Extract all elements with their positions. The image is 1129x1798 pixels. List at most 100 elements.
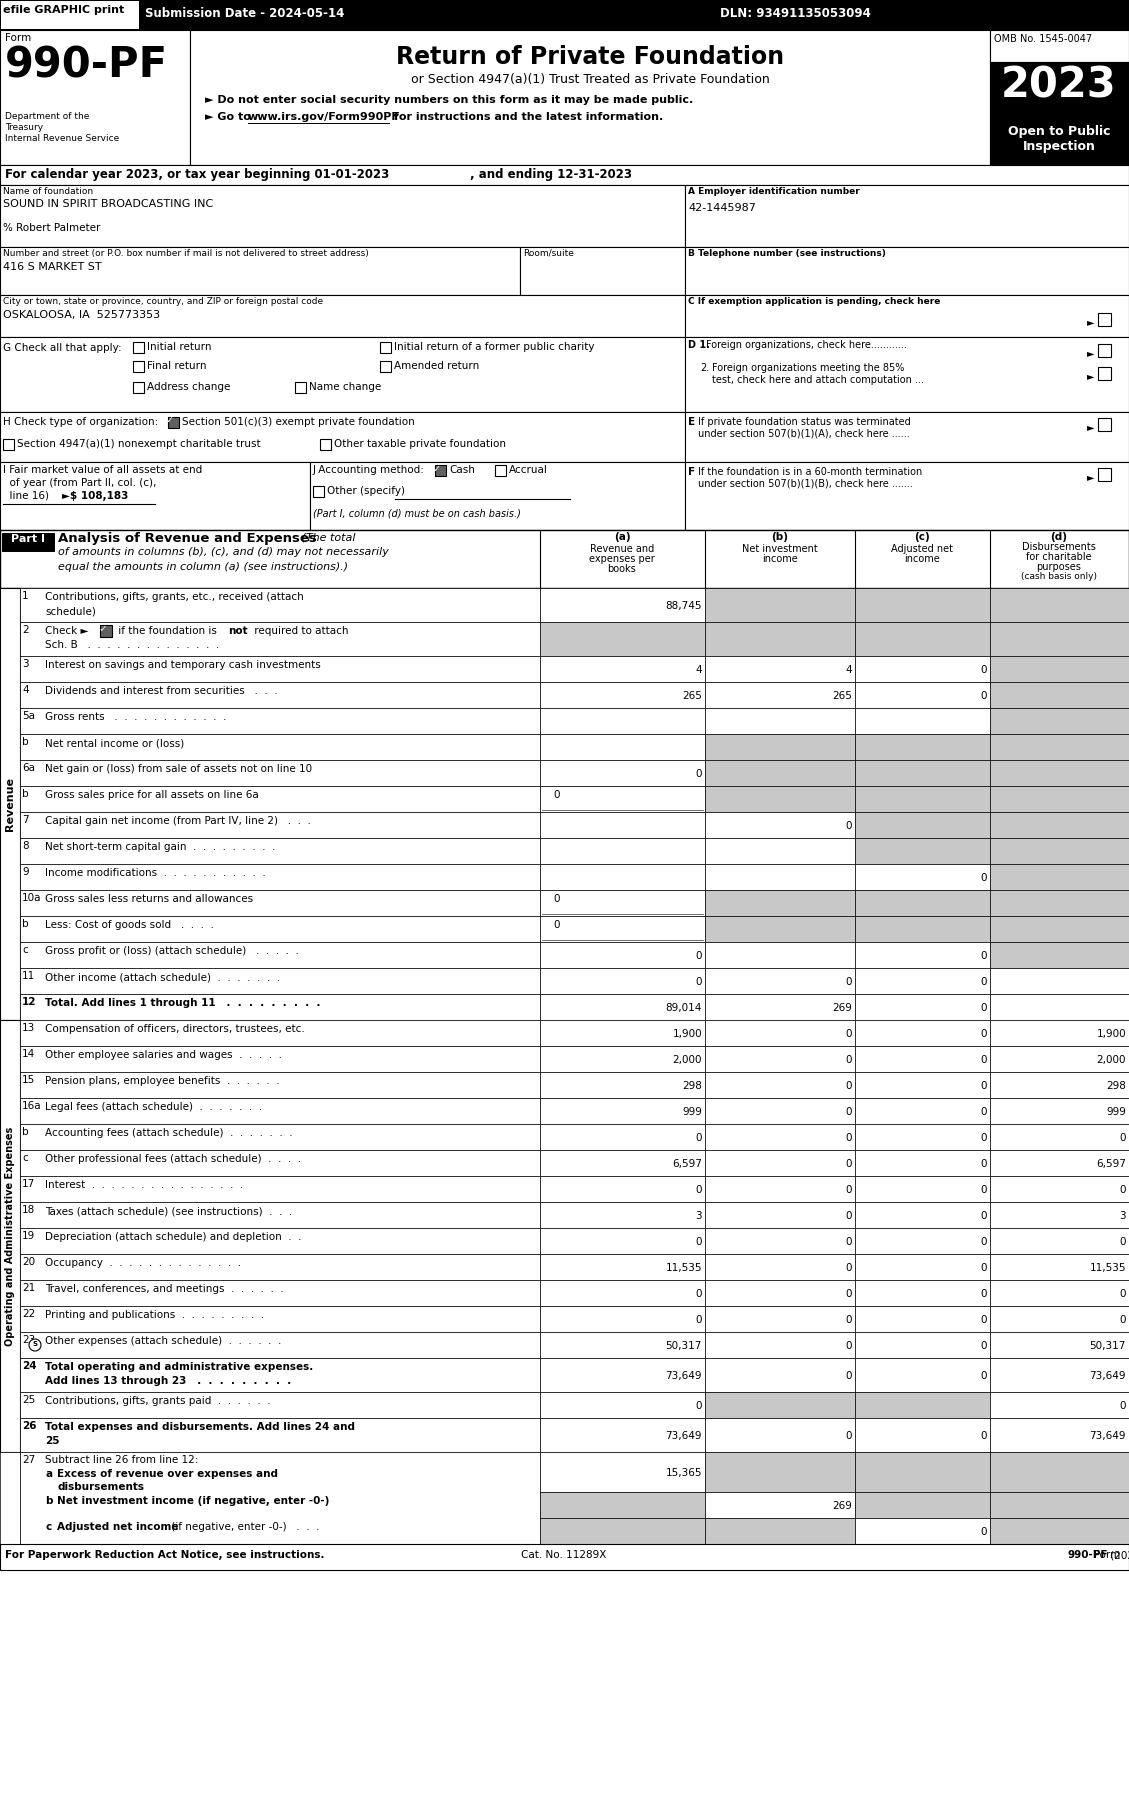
Bar — [0, 246, 520, 295]
Text: Interest  .  .  .  .  .  .  .  .  .  .  .  .  .  .  .  .: Interest . . . . . . . . . . . . . . . . — [45, 1179, 243, 1190]
Text: 0: 0 — [846, 1081, 852, 1091]
Bar — [704, 1176, 855, 1203]
Text: 88,745: 88,745 — [665, 601, 702, 611]
Bar — [20, 1151, 540, 1176]
Text: (The total: (The total — [298, 532, 356, 541]
Text: 0: 0 — [980, 1527, 987, 1537]
Bar — [1099, 367, 1111, 379]
Text: books: books — [607, 565, 637, 574]
Text: ✓: ✓ — [98, 624, 107, 635]
Bar — [855, 1099, 990, 1124]
Text: Depreciation (attach schedule) and depletion  .  .: Depreciation (attach schedule) and deple… — [45, 1232, 301, 1242]
Text: disbursements: disbursements — [56, 1482, 145, 1492]
Text: 0: 0 — [553, 921, 560, 930]
Bar — [704, 994, 855, 1019]
Bar — [1, 2, 139, 29]
Text: 20: 20 — [21, 1257, 35, 1268]
Bar — [704, 1253, 855, 1280]
Text: b: b — [21, 737, 28, 746]
Text: If private foundation status was terminated: If private foundation status was termina… — [698, 417, 911, 426]
Bar — [990, 1357, 1129, 1392]
Bar — [20, 942, 540, 967]
Text: Section 4947(a)(1) nonexempt charitable trust: Section 4947(a)(1) nonexempt charitable … — [17, 439, 261, 450]
Text: J Accounting method:: J Accounting method: — [313, 466, 425, 475]
Text: 11,535: 11,535 — [1089, 1262, 1126, 1273]
Text: 0: 0 — [846, 1314, 852, 1325]
Text: 73,649: 73,649 — [665, 1372, 702, 1381]
Text: (b): (b) — [771, 532, 788, 541]
Bar — [704, 656, 855, 681]
Bar — [0, 31, 190, 165]
Text: 0: 0 — [980, 1341, 987, 1350]
Bar — [704, 761, 855, 786]
Text: 16a: 16a — [21, 1100, 42, 1111]
Text: Printing and publications  .  .  .  .  .  .  .  .  .: Printing and publications . . . . . . . … — [45, 1311, 264, 1320]
Bar — [100, 626, 112, 636]
Text: Disbursements: Disbursements — [1022, 541, 1096, 552]
Text: 0: 0 — [846, 822, 852, 831]
Bar — [704, 681, 855, 708]
Bar — [990, 588, 1129, 622]
Bar — [20, 865, 540, 890]
Bar — [855, 761, 990, 786]
Bar — [685, 336, 1129, 412]
Text: a: a — [45, 1469, 52, 1480]
Bar — [435, 466, 446, 476]
Bar — [990, 1099, 1129, 1124]
Text: Other (specify): Other (specify) — [327, 485, 405, 496]
Bar — [855, 865, 990, 890]
Text: S: S — [33, 1341, 37, 1347]
Bar — [540, 1124, 704, 1151]
Text: www.irs.gov/Form990PF: www.irs.gov/Form990PF — [248, 111, 400, 122]
Text: 1,900: 1,900 — [1096, 1028, 1126, 1039]
Bar — [855, 838, 990, 865]
Bar — [990, 681, 1129, 708]
Text: 9: 9 — [21, 867, 28, 877]
Bar — [540, 1332, 704, 1357]
Bar — [704, 865, 855, 890]
Bar — [20, 1332, 540, 1357]
Text: 0: 0 — [846, 1372, 852, 1381]
Bar — [540, 588, 704, 622]
Text: Number and street (or P.O. box number if mail is not delivered to street address: Number and street (or P.O. box number if… — [3, 248, 369, 257]
Text: Revenue: Revenue — [5, 777, 15, 831]
Bar — [855, 1453, 990, 1492]
Bar — [20, 1357, 540, 1392]
Text: Foreign organizations, check here............: Foreign organizations, check here.......… — [706, 340, 907, 351]
Text: c: c — [21, 1153, 28, 1163]
Bar — [20, 1305, 540, 1332]
Text: c: c — [45, 1521, 51, 1532]
Bar — [855, 1072, 990, 1099]
Text: 15,365: 15,365 — [665, 1467, 702, 1478]
Bar — [990, 1332, 1129, 1357]
Text: 27: 27 — [21, 1455, 35, 1465]
Bar — [20, 1019, 540, 1046]
Text: 2,000: 2,000 — [673, 1055, 702, 1064]
Bar — [704, 1518, 855, 1544]
Bar — [540, 865, 704, 890]
Text: 7: 7 — [21, 814, 28, 825]
Text: 1,900: 1,900 — [673, 1028, 702, 1039]
Bar — [990, 915, 1129, 942]
Text: 17: 17 — [21, 1179, 35, 1188]
Text: Form: Form — [5, 32, 32, 43]
Bar — [704, 1419, 855, 1453]
Bar — [1099, 467, 1111, 482]
Text: % Robert Palmeter: % Robert Palmeter — [3, 223, 100, 234]
Text: 0: 0 — [553, 789, 560, 800]
Text: 265: 265 — [832, 690, 852, 701]
Text: 0: 0 — [695, 951, 702, 960]
Text: 0: 0 — [846, 1289, 852, 1298]
Text: Contributions, gifts, grants paid  .  .  .  .  .  .: Contributions, gifts, grants paid . . . … — [45, 1395, 271, 1406]
Bar — [704, 588, 855, 622]
Bar — [990, 1072, 1129, 1099]
Text: E: E — [688, 417, 695, 426]
Bar — [704, 915, 855, 942]
Bar — [540, 838, 704, 865]
Bar — [133, 342, 145, 352]
Text: 4: 4 — [695, 665, 702, 674]
Text: 3: 3 — [21, 660, 28, 669]
Text: of amounts in columns (b), (c), and (d) may not necessarily: of amounts in columns (b), (c), and (d) … — [58, 547, 388, 557]
Text: Name of foundation: Name of foundation — [3, 187, 93, 196]
Bar — [0, 1453, 20, 1544]
